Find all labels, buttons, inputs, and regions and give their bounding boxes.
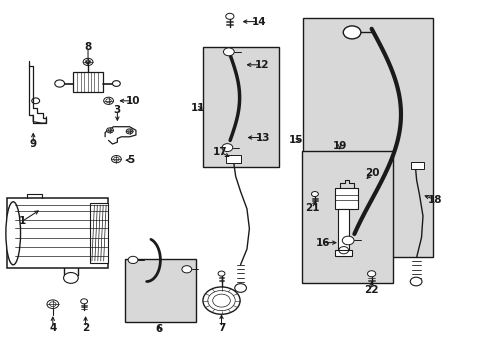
Bar (303, 18, 432, 257)
Text: 7: 7 (217, 323, 225, 333)
Circle shape (112, 81, 120, 86)
Circle shape (81, 299, 87, 304)
Text: 21: 21 (304, 203, 319, 213)
Circle shape (63, 273, 78, 283)
Circle shape (311, 192, 318, 197)
Text: 3: 3 (114, 105, 121, 115)
Circle shape (234, 284, 246, 292)
Text: 2: 2 (82, 323, 89, 333)
Circle shape (182, 266, 191, 273)
Bar (90, 203, 107, 263)
Circle shape (203, 287, 240, 314)
Circle shape (55, 80, 64, 87)
Circle shape (83, 58, 93, 66)
Text: 19: 19 (332, 141, 346, 151)
Bar (334, 188, 358, 209)
Circle shape (47, 300, 59, 309)
Text: 16: 16 (315, 238, 329, 248)
Text: 8: 8 (84, 42, 91, 52)
Circle shape (126, 129, 133, 134)
Circle shape (223, 48, 234, 56)
Text: 20: 20 (365, 168, 379, 178)
Bar (338, 209, 348, 256)
Circle shape (367, 271, 375, 277)
Circle shape (225, 13, 233, 19)
Bar (225, 155, 240, 163)
Text: 4: 4 (49, 323, 57, 333)
Text: 9: 9 (30, 139, 37, 149)
Circle shape (111, 156, 121, 163)
Bar (7, 198, 107, 268)
Circle shape (222, 144, 232, 152)
Circle shape (218, 271, 224, 276)
Ellipse shape (6, 202, 20, 265)
Circle shape (343, 26, 360, 39)
Bar (334, 250, 351, 256)
Text: 10: 10 (125, 96, 140, 106)
Text: 14: 14 (251, 17, 266, 27)
Circle shape (409, 277, 421, 286)
Circle shape (128, 256, 138, 264)
Bar (302, 151, 392, 283)
Text: 17: 17 (212, 147, 227, 157)
Text: 15: 15 (288, 135, 303, 145)
Text: 1: 1 (19, 216, 25, 226)
Text: 22: 22 (364, 285, 378, 295)
Text: 6: 6 (155, 324, 162, 334)
Circle shape (106, 128, 113, 133)
Text: 18: 18 (427, 195, 442, 205)
Bar (73, 72, 102, 92)
Text: 5: 5 (127, 155, 134, 165)
Bar (203, 47, 278, 167)
Circle shape (103, 97, 113, 104)
Bar (410, 162, 424, 169)
Text: 12: 12 (254, 60, 268, 70)
Circle shape (342, 236, 353, 245)
Bar (124, 259, 195, 322)
Text: 13: 13 (255, 132, 270, 143)
Text: 11: 11 (190, 103, 205, 113)
